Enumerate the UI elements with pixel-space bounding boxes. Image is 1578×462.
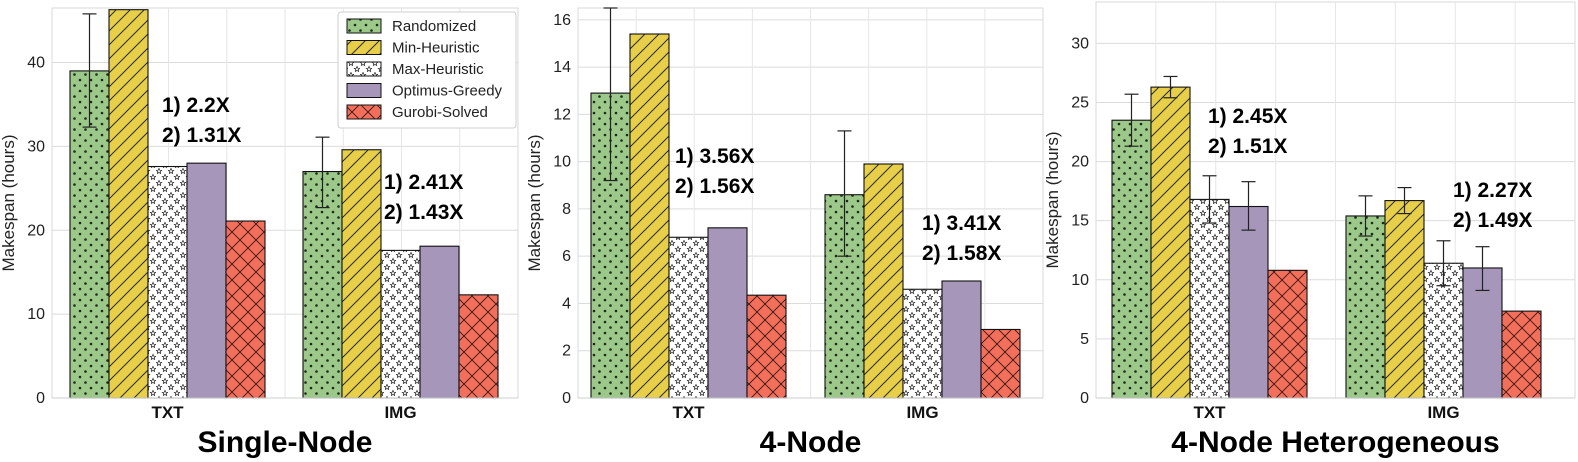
bar-max-heuristic-img [902,288,943,399]
x-tick-label-txt: TXT [151,403,184,422]
bar-gurobi-solved-img [980,328,1021,399]
y-tick-label: 30 [1071,35,1089,52]
annotation-txt-line-2: 2) 1.31X [162,124,241,147]
bar-gurobi-solved-img [458,294,499,399]
chart-title: Single-Node [197,426,372,459]
legend: Randomized Min-Heuristic Max-Heuristic Opti… [337,11,517,129]
chart-svg-4-node-heterogeneous: 0 5 10 15 20 25 30 Makespan (hours) TXT 1) 2.45X 2… [1043,1,1576,459]
chart-svg-4-node: 0 2 4 6 8 10 12 14 16 Makespan (hours) TXT 1) 3.56X… [525,7,1044,459]
bar-randomized-img [1345,215,1386,399]
bar-optimus-greedy-txt [186,162,227,399]
bar-optimus-greedy-img [941,280,982,399]
bar-gurobi-solved-txt [225,220,266,399]
chart-4-node: 0 2 4 6 8 10 12 14 16 Makespan (hours) TXT 1) 3.56X… [525,0,1050,462]
bar-optimus-greedy-txt [1228,205,1269,399]
chart-title: 4-Node Heterogeneous [1171,426,1499,459]
legend-swatch-min-heuristic [346,40,382,55]
chart-single-node: 0 10 20 30 40 Makespan (hours) TXT 1) 2.2X 2) 1.… [0,0,525,462]
legend-box [337,11,517,129]
y-tick-label: 14 [553,59,571,76]
annotation-img-line-1: 1) 2.27X [1453,179,1532,202]
bar-max-heuristic-txt [147,165,188,399]
y-tick-label: 6 [562,248,571,265]
legend-label-optimus-greedy: Optimus-Greedy [392,83,503,100]
bar-randomized-txt [1111,119,1152,399]
y-tick-label: 15 [1071,213,1089,230]
y-tick-label: 10 [553,154,571,171]
bar-optimus-greedy-img [419,245,460,399]
y-tick-label: 20 [27,222,45,239]
x-tick-label-img: IMG [384,403,416,422]
bar-max-heuristic-img [380,249,421,399]
bar-gurobi-solved-img [1501,310,1542,399]
bar-max-heuristic-txt [668,236,709,399]
bar-min-heuristic-txt [1150,86,1191,399]
y-tick-label: 25 [1071,94,1089,111]
y-tick-label: 4 [562,295,571,312]
chart-4-node-heterogeneous: 0 5 10 15 20 25 30 Makespan (hours) TXT 1) 2.45X 2… [1043,0,1578,462]
x-tick-label-txt: TXT [672,403,705,422]
y-tick-label: 0 [36,390,45,407]
bar-gurobi-solved-txt [1267,269,1308,399]
annotation-img-line-2: 2) 1.43X [384,201,463,224]
y-tick-label: 40 [27,55,45,72]
y-tick-label: 10 [1071,272,1089,289]
chart-svg-single-node: 0 10 20 30 40 Makespan (hours) TXT 1) 2.2X 2) 1.… [0,7,519,459]
bar-max-heuristic-txt [1189,198,1230,399]
y-tick-label: 0 [1080,390,1089,407]
y-axis-label: Makespan (hours) [525,134,544,271]
bar-min-heuristic-img [341,149,382,399]
y-tick-label: 20 [1071,154,1089,171]
x-tick-label-img: IMG [906,403,938,422]
annotation-img-line-2: 2) 1.49X [1453,209,1532,232]
annotation-txt-line-1: 1) 3.56X [675,145,754,168]
annotation-txt-line-2: 2) 1.56X [675,175,754,198]
annotation-txt-line-1: 1) 2.45X [1208,105,1287,128]
annotation-img-line-2: 2) 1.58X [922,242,1001,265]
bar-optimus-greedy-txt [707,227,748,399]
x-tick-label-txt: TXT [1193,403,1226,422]
legend-swatch-optimus-greedy [346,83,382,98]
legend-label-max-heuristic: Max-Heuristic [392,61,484,78]
y-tick-label: 10 [27,306,45,323]
legend-swatch-randomized [346,18,382,34]
y-tick-label: 5 [1080,331,1089,348]
y-axis-label: Makespan (hours) [1043,131,1062,268]
legend-swatch-gurobi-solved [346,104,382,120]
y-tick-label: 2 [562,343,571,360]
bar-randomized-img [302,170,343,399]
annotation-txt-line-2: 2) 1.51X [1208,135,1287,158]
legend-label-randomized: Randomized [392,18,476,35]
bar-min-heuristic-txt [108,9,149,399]
bar-gurobi-solved-txt [746,294,787,399]
legend-label-gurobi-solved: Gurobi-Solved [392,104,488,121]
bar-min-heuristic-txt [629,33,670,399]
bar-min-heuristic-img [863,163,904,399]
y-tick-label: 16 [553,12,571,29]
legend-swatch-max-heuristic [346,61,382,77]
y-axis-label: Makespan (hours) [0,134,18,271]
y-tick-label: 8 [562,201,571,218]
annotation-img-line-1: 1) 3.41X [922,212,1001,235]
chart-title: 4-Node [760,426,862,459]
x-tick-label-img: IMG [1427,403,1459,422]
y-tick-label: 30 [27,138,45,155]
legend-label-min-heuristic: Min-Heuristic [392,40,480,57]
y-tick-label: 0 [562,390,571,407]
annotation-txt-line-1: 1) 2.2X [162,94,230,117]
bar-min-heuristic-img [1384,200,1425,399]
y-tick-label: 12 [553,106,571,123]
annotation-img-line-1: 1) 2.41X [384,171,463,194]
